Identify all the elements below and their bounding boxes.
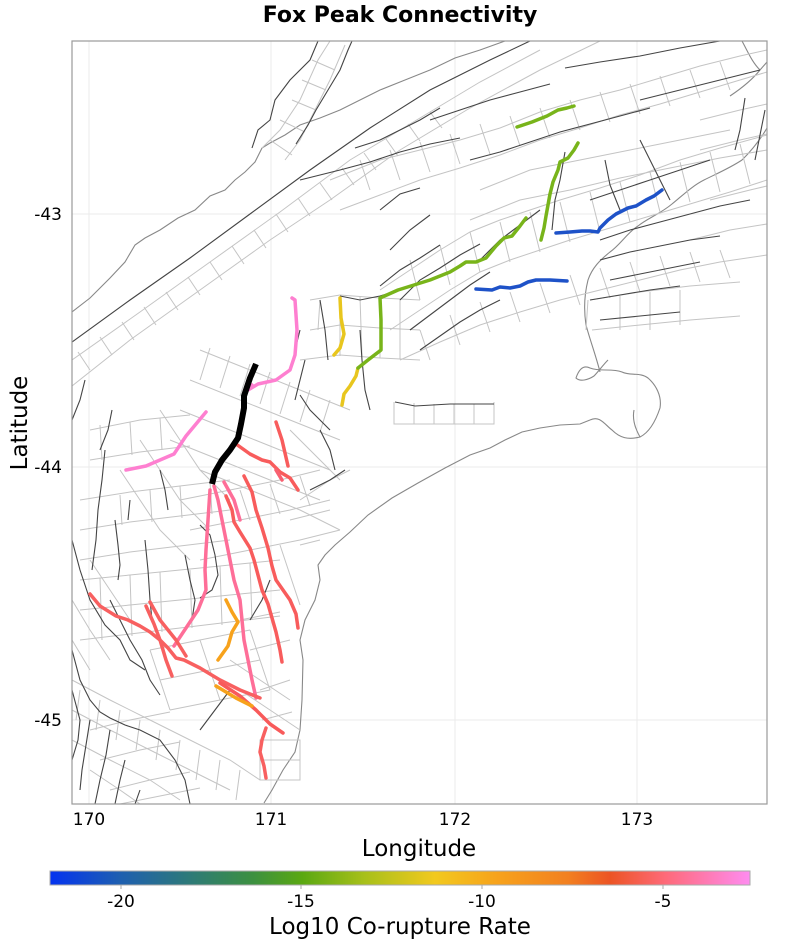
- y-tick-label: -44: [34, 458, 62, 478]
- fault-mesh: [72, 41, 767, 804]
- chart-title: Fox Peak Connectivity: [262, 3, 538, 28]
- gridlines: [72, 41, 767, 804]
- fox-peak-fault: [209, 362, 259, 485]
- connected-faults: [88, 104, 664, 780]
- colorbar-tick-label: -15: [287, 892, 315, 912]
- x-tick-label: 171: [254, 810, 288, 830]
- y-axis-label: Latitude: [7, 375, 33, 471]
- colorbar-tick-label: -5: [654, 892, 672, 912]
- y-tick-label: -43: [34, 205, 62, 225]
- x-tick-label: 173: [620, 810, 654, 830]
- x-tick-label: 170: [72, 810, 106, 830]
- y-tick-label: -45: [34, 711, 62, 731]
- colorbar-tick-label: -20: [107, 892, 135, 912]
- plot-frame: [71, 40, 768, 805]
- colorbar-gradient: [49, 870, 751, 886]
- colorbar-tick-marks: [120, 885, 664, 889]
- colorbar-tick-label: -10: [468, 892, 496, 912]
- x-axis-label: Longitude: [361, 836, 477, 862]
- colorbar-label: Log10 Co-rupture Rate: [269, 914, 531, 940]
- fault-traces: [72, 41, 766, 804]
- x-tick-label: 172: [438, 810, 472, 830]
- coastline: [72, 41, 767, 804]
